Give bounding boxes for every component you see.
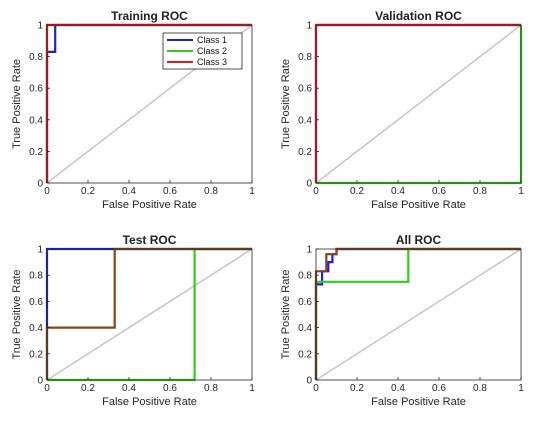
x-tick-label: 0.4 [391, 383, 405, 394]
y-tick-label: 0.6 [298, 297, 312, 308]
x-tick-label: 1 [518, 383, 524, 394]
y-tick-label: 1 [37, 245, 43, 256]
axes-box [315, 248, 522, 381]
axes-box [46, 24, 253, 184]
y-tick-label: 1 [306, 21, 312, 32]
chart-title: All ROC [396, 233, 442, 247]
x-tick-label: 0.6 [432, 383, 446, 394]
chance-diagonal-line [315, 248, 522, 381]
y-tick-label: 0.8 [298, 52, 312, 63]
y-tick-label: 1 [37, 21, 43, 32]
x-tick-label: 0.4 [122, 186, 136, 197]
y-tick-label: 0.8 [29, 271, 43, 282]
y-tick-label: 0 [306, 179, 312, 190]
x-tick-label: 0.8 [204, 186, 218, 197]
legend-label: Class 1 [197, 35, 227, 45]
roc-panel-4: 0 0.2 0.4 0.6 0.8 1 0 0.2 0.4 0.6 0.8 1 All ROC False… [280, 233, 524, 408]
x-tick-label: 0 [44, 383, 50, 394]
y-tick-label: 0.8 [29, 52, 43, 63]
y-tick-label: 0.4 [298, 115, 312, 126]
x-tick-label: 0.8 [473, 186, 487, 197]
roc-panel-1: 0 0.2 0.4 0.6 0.8 1 0 0.2 0.4 0.6 0.8 1 Training ROC… [11, 9, 255, 211]
x-tick-label: 0.4 [391, 186, 405, 197]
y-axis-label: True Positive Rate [280, 269, 292, 359]
legend-label: Class 2 [197, 46, 227, 56]
legend-label: Class 3 [197, 57, 227, 67]
x-tick-label: 1 [249, 186, 255, 197]
y-tick-label: 0 [37, 376, 43, 387]
y-axis-label: True Positive Rate [11, 269, 23, 359]
chart-title: Validation ROC [375, 9, 462, 23]
x-tick-label: 0.2 [350, 383, 364, 394]
roc-panel-2: 0 0.2 0.4 0.6 0.8 1 0 0.2 0.4 0.6 0.8 1 Validation R… [280, 9, 524, 211]
x-axis-label: False Positive Rate [102, 199, 197, 211]
x-tick-label: 0.6 [163, 186, 177, 197]
axes-box [315, 24, 522, 184]
chance-diagonal-line [315, 24, 522, 184]
y-tick-label: 0.2 [298, 349, 312, 360]
x-tick-label: 1 [249, 383, 255, 394]
y-tick-label: 0.2 [298, 147, 312, 158]
x-tick-label: 0.6 [163, 383, 177, 394]
x-axis-label: False Positive Rate [102, 396, 197, 408]
x-tick-label: 0.4 [122, 383, 136, 394]
axes-box [46, 248, 253, 381]
x-axis-label: False Positive Rate [371, 199, 466, 211]
y-tick-label: 0 [37, 179, 43, 190]
x-tick-label: 0.8 [473, 383, 487, 394]
y-axis-label: True Positive Rate [280, 59, 292, 149]
chart-title: Training ROC [111, 9, 188, 23]
y-tick-label: 0.4 [298, 323, 312, 334]
x-tick-label: 0.8 [204, 383, 218, 394]
x-tick-label: 1 [518, 186, 524, 197]
y-tick-label: 0.2 [29, 147, 43, 158]
y-tick-label: 0.4 [29, 115, 43, 126]
x-tick-label: 0 [313, 186, 319, 197]
chance-diagonal-line [46, 248, 253, 381]
x-tick-label: 0 [44, 186, 50, 197]
y-axis-label: True Positive Rate [11, 59, 23, 149]
x-tick-label: 0.6 [432, 186, 446, 197]
x-axis-label: False Positive Rate [371, 396, 466, 408]
roc-panel-3: 0 0.2 0.4 0.6 0.8 1 0 0.2 0.4 0.6 0.8 1 Test ROC Fals… [11, 233, 255, 408]
y-tick-label: 0 [306, 376, 312, 387]
x-tick-label: 0.2 [81, 186, 95, 197]
y-tick-label: 0.8 [298, 271, 312, 282]
y-tick-label: 0.6 [29, 84, 43, 95]
y-tick-label: 0.4 [29, 323, 43, 334]
chart-title: Test ROC [123, 233, 177, 247]
y-tick-label: 0.6 [298, 84, 312, 95]
x-tick-label: 0.2 [350, 186, 364, 197]
x-tick-label: 0.2 [81, 383, 95, 394]
y-tick-label: 0.6 [29, 297, 43, 308]
y-tick-label: 0.2 [29, 349, 43, 360]
x-tick-label: 0 [313, 383, 319, 394]
y-tick-label: 1 [306, 245, 312, 256]
